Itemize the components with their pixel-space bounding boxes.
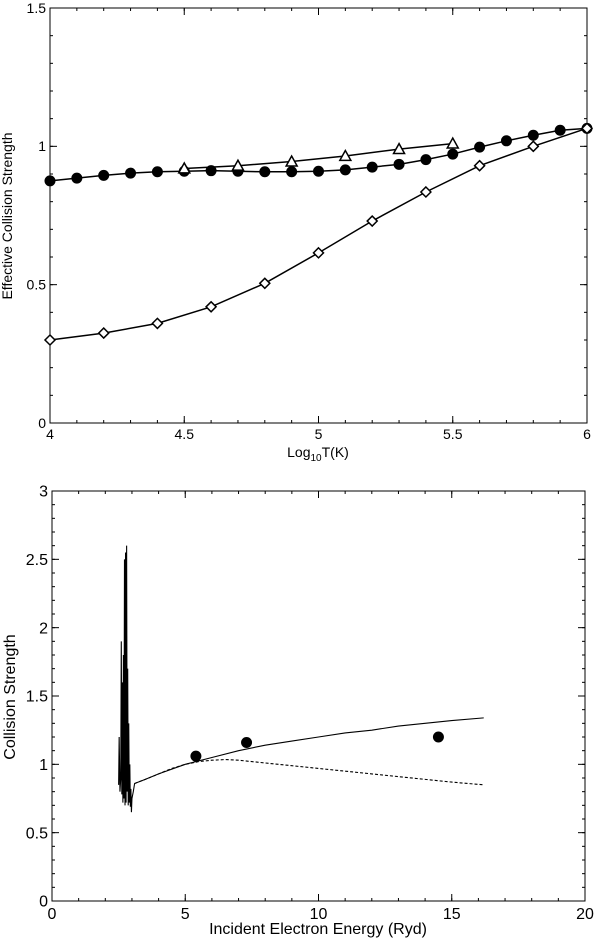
top-series-2-point xyxy=(527,140,540,153)
bottom-y-axis-label: Collision Strength xyxy=(2,634,19,759)
bottom-x-tick-label: 20 xyxy=(576,906,594,923)
bottom-series-2-point xyxy=(432,731,444,743)
top-series-2-point xyxy=(205,300,218,313)
bottom-plot-frame xyxy=(51,490,586,902)
top-axis-ticks xyxy=(49,7,588,424)
top-x-tick-label: 4.5 xyxy=(175,426,195,442)
top-series-0-point xyxy=(474,141,486,153)
top-series-0-point xyxy=(125,167,137,179)
bottom-y-tick-label: 0.5 xyxy=(26,825,48,842)
top-series-2-line xyxy=(49,127,588,341)
bottom-tick-labels: 0 5 10 15 20 0 0.5 1 1.5 2 2.5 3 xyxy=(26,484,594,923)
top-series-0-point xyxy=(151,166,163,178)
bottom-y-tick-label: 1 xyxy=(39,757,48,774)
bottom-y-tick-label: 2.5 xyxy=(26,552,48,569)
top-series-0-point xyxy=(286,166,298,178)
top-series-1-point xyxy=(445,136,460,149)
top-x-tick-label: 5 xyxy=(315,426,323,442)
top-x-tick-label: 5.5 xyxy=(443,426,463,442)
bottom-series-group xyxy=(118,545,484,813)
bottom-series-0-line xyxy=(118,545,484,813)
top-series-0-point xyxy=(339,164,351,176)
top-tick-labels: 4 4.5 5 5.5 6 0 0.5 1 1.5 xyxy=(27,0,592,442)
bottom-series-2-point xyxy=(190,750,202,762)
bottom-x-tick-label: 0 xyxy=(48,906,57,923)
top-series-1-point xyxy=(284,154,299,167)
top-series-0-point xyxy=(71,172,83,184)
top-series-2-point xyxy=(580,122,594,135)
top-y-tick-label: 1.5 xyxy=(27,0,47,16)
bottom-y-tick-label: 3 xyxy=(39,484,48,501)
bottom-series-2-point xyxy=(241,736,253,748)
top-series-0-point xyxy=(205,165,217,177)
top-series-2-point xyxy=(43,333,57,347)
top-series-0-point xyxy=(527,129,539,141)
top-series-2-point xyxy=(473,159,486,172)
top-series-0-point xyxy=(420,154,432,166)
bottom-x-tick-label: 5 xyxy=(181,906,190,923)
bottom-axis-ticks xyxy=(51,490,586,902)
top-series-2-point xyxy=(419,185,432,199)
top-series-0-point xyxy=(44,175,56,187)
top-series-0-point xyxy=(393,158,405,170)
top-series-0-point xyxy=(366,161,378,173)
top-series-2-point xyxy=(151,317,164,330)
top-series-0-point xyxy=(98,169,110,181)
bottom-x-tick-label: 15 xyxy=(443,906,461,923)
bottom-chart: 0 5 10 15 20 0 0.5 1 1.5 2 2.5 3 Incident Electron … xyxy=(2,484,594,938)
top-series-1-point xyxy=(338,148,353,162)
top-series-group xyxy=(43,122,594,347)
top-series-2-point xyxy=(366,214,379,228)
bottom-y-tick-label: 2 xyxy=(39,620,48,637)
top-series-2-point xyxy=(97,327,110,340)
top-chart: 4 4.5 5 5.5 6 0 0.5 1 1.5 Log10T(K) Effective Co… xyxy=(0,0,594,464)
top-series-0-point xyxy=(554,124,566,136)
top-series-0-point xyxy=(259,166,271,178)
bottom-series-1-line xyxy=(134,758,484,786)
top-y-tick-label: 0 xyxy=(38,415,46,431)
top-x-tick-label: 6 xyxy=(583,426,591,442)
top-x-axis-label-subscript: 10 xyxy=(311,453,323,464)
top-series-2-point xyxy=(258,277,271,290)
top-series-1-line xyxy=(184,142,453,170)
bottom-y-tick-label: 1.5 xyxy=(26,689,48,706)
top-x-tick-label: 4 xyxy=(46,426,54,442)
top-series-1-point xyxy=(231,158,245,171)
top-series-1-point xyxy=(177,161,192,174)
top-series-0-point xyxy=(500,135,512,147)
bottom-x-tick-label: 10 xyxy=(310,906,328,923)
top-series-0-point xyxy=(313,165,324,177)
top-plot-frame xyxy=(49,7,588,424)
top-y-tick-label: 0.5 xyxy=(27,277,47,293)
top-y-tick-label: 1 xyxy=(38,138,46,154)
top-y-axis-label: Effective Collision Strength xyxy=(0,132,15,299)
top-series-1-point xyxy=(392,142,406,155)
top-series-0-point xyxy=(447,148,459,160)
bottom-x-axis-label: Incident Electron Energy (Ryd) xyxy=(209,921,427,938)
top-series-2-point xyxy=(312,246,325,259)
bottom-y-tick-label: 0 xyxy=(39,894,48,911)
top-x-axis-label-tail: T(K) xyxy=(322,444,349,460)
top-x-axis-label: Log10T(K) xyxy=(287,444,349,464)
